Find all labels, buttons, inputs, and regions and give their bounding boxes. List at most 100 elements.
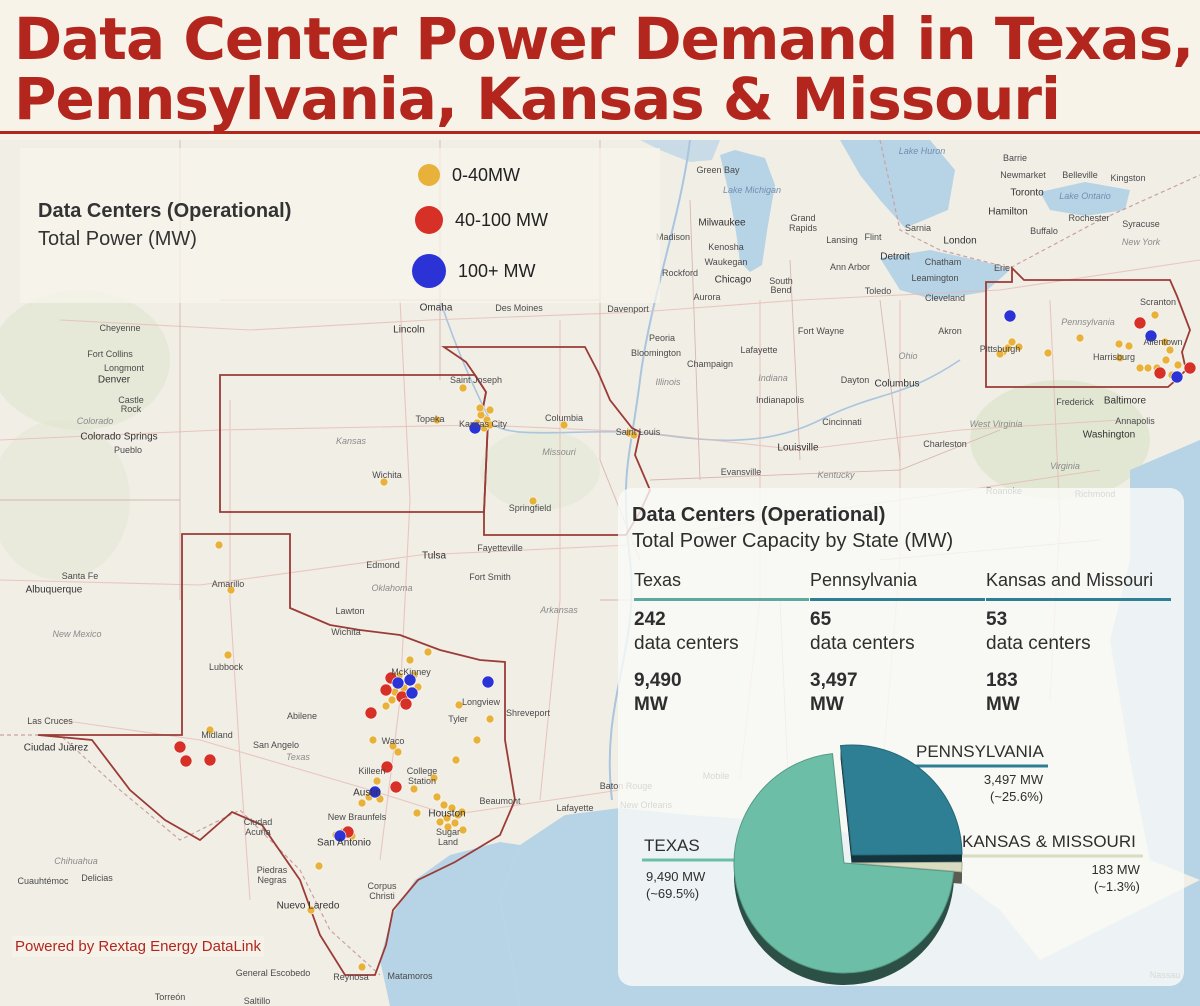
data-center-marker[interactable] bbox=[1183, 361, 1197, 375]
data-center-marker[interactable] bbox=[173, 740, 187, 754]
place-label: South bbox=[769, 276, 793, 286]
data-center-marker[interactable] bbox=[391, 676, 405, 690]
data-center-marker[interactable] bbox=[357, 962, 367, 972]
data-center-marker[interactable] bbox=[333, 829, 347, 843]
data-center-marker[interactable] bbox=[1173, 360, 1183, 370]
data-center-marker[interactable] bbox=[429, 773, 439, 783]
place-label: Kansas bbox=[335, 436, 367, 446]
data-center-marker[interactable] bbox=[405, 655, 415, 665]
data-center-marker[interactable] bbox=[442, 813, 452, 823]
data-center-marker[interactable] bbox=[457, 807, 467, 817]
data-center-marker[interactable] bbox=[368, 785, 382, 799]
data-center-marker[interactable] bbox=[381, 701, 391, 711]
data-center-marker[interactable] bbox=[368, 735, 378, 745]
data-center-marker[interactable] bbox=[468, 421, 482, 435]
data-center-marker[interactable] bbox=[435, 817, 445, 827]
place-label: San Angelo bbox=[252, 740, 300, 750]
data-center-marker[interactable] bbox=[443, 822, 453, 832]
pie-value-kansas-missouri: 183 MW (~1.3%) bbox=[1086, 861, 1139, 895]
legend-dot-large-icon bbox=[412, 254, 446, 288]
pie-slice-kansas-missouri[interactable] bbox=[851, 861, 963, 873]
data-center-marker[interactable] bbox=[399, 697, 413, 711]
data-center-marker[interactable] bbox=[423, 647, 433, 657]
data-center-marker[interactable] bbox=[485, 420, 495, 430]
data-center-marker[interactable] bbox=[458, 825, 468, 835]
place-label: Pueblo bbox=[113, 445, 143, 455]
data-center-marker[interactable] bbox=[203, 753, 217, 767]
data-center-marker[interactable] bbox=[1161, 355, 1171, 365]
data-center-marker[interactable] bbox=[1170, 370, 1184, 384]
state-power: 3,497 MW bbox=[810, 669, 985, 717]
data-center-marker[interactable] bbox=[559, 420, 569, 430]
data-center-marker[interactable] bbox=[226, 585, 236, 595]
data-center-marker[interactable] bbox=[1003, 343, 1013, 353]
data-center-marker[interactable] bbox=[387, 695, 397, 705]
data-center-marker[interactable] bbox=[995, 349, 1005, 359]
data-center-marker[interactable] bbox=[357, 798, 367, 808]
data-center-marker[interactable] bbox=[379, 477, 389, 487]
legend-title: Data Centers (Operational) bbox=[38, 200, 292, 222]
data-center-marker[interactable] bbox=[389, 780, 403, 794]
data-center-marker[interactable] bbox=[314, 861, 324, 871]
data-center-marker[interactable] bbox=[379, 683, 393, 697]
page-title-line1: Data Center Power Demand in Texas, bbox=[14, 5, 1194, 73]
data-center-marker[interactable] bbox=[364, 706, 378, 720]
data-center-marker[interactable] bbox=[481, 675, 495, 689]
place-label: Springfield bbox=[508, 503, 552, 513]
data-center-marker[interactable] bbox=[372, 776, 382, 786]
data-center-marker[interactable] bbox=[1133, 316, 1147, 330]
data-center-marker[interactable] bbox=[454, 700, 464, 710]
data-center-marker[interactable] bbox=[432, 415, 442, 425]
data-center-marker[interactable] bbox=[1114, 339, 1124, 349]
data-center-marker[interactable] bbox=[1007, 337, 1017, 347]
data-center-marker[interactable] bbox=[1143, 363, 1153, 373]
place-label: Des Moines bbox=[495, 303, 543, 313]
data-center-marker[interactable] bbox=[405, 686, 419, 700]
place-label: Detroit bbox=[880, 251, 910, 263]
data-center-marker[interactable] bbox=[380, 760, 394, 774]
pie-slice-pennsylvania[interactable] bbox=[839, 744, 963, 856]
stats-panel: Data Centers (Operational) Total Power C… bbox=[618, 488, 1184, 986]
data-center-marker[interactable] bbox=[629, 430, 639, 440]
data-center-marker[interactable] bbox=[447, 803, 457, 813]
data-center-marker[interactable] bbox=[439, 800, 449, 810]
data-center-marker[interactable] bbox=[485, 714, 495, 724]
data-center-marker[interactable] bbox=[409, 784, 419, 794]
data-center-marker[interactable] bbox=[1043, 348, 1053, 358]
legend-dot-small-icon bbox=[418, 164, 440, 186]
data-center-marker[interactable] bbox=[1150, 310, 1160, 320]
data-center-marker[interactable] bbox=[458, 383, 468, 393]
data-center-marker[interactable] bbox=[1160, 337, 1170, 347]
data-center-marker[interactable] bbox=[403, 673, 417, 687]
data-center-marker[interactable] bbox=[528, 496, 538, 506]
state-power: 183 MW bbox=[986, 669, 1171, 717]
pie-slice-texas[interactable] bbox=[733, 753, 955, 974]
data-center-marker[interactable] bbox=[412, 808, 422, 818]
data-center-marker[interactable] bbox=[393, 747, 403, 757]
data-center-marker[interactable] bbox=[475, 403, 485, 413]
credit-line[interactable]: Powered by Rextag Energy DataLink bbox=[12, 936, 264, 957]
data-center-marker[interactable] bbox=[472, 735, 482, 745]
data-center-marker[interactable] bbox=[1144, 329, 1158, 343]
data-center-marker[interactable] bbox=[1075, 333, 1085, 343]
data-center-marker[interactable] bbox=[485, 405, 495, 415]
data-center-marker[interactable] bbox=[1124, 341, 1134, 351]
data-center-marker[interactable] bbox=[1135, 363, 1145, 373]
data-center-marker[interactable] bbox=[432, 792, 442, 802]
data-center-marker[interactable] bbox=[223, 650, 233, 660]
data-center-marker[interactable] bbox=[205, 725, 215, 735]
data-center-marker[interactable] bbox=[306, 905, 316, 915]
data-center-marker[interactable] bbox=[450, 818, 460, 828]
place-label: Corpus bbox=[367, 881, 397, 891]
data-center-marker[interactable] bbox=[1014, 342, 1024, 352]
place-label: Madison bbox=[655, 232, 691, 242]
data-center-marker[interactable] bbox=[451, 755, 461, 765]
data-center-marker[interactable] bbox=[388, 741, 398, 751]
data-center-marker[interactable] bbox=[179, 754, 193, 768]
data-center-marker[interactable] bbox=[1003, 309, 1017, 323]
place-label: Acuña bbox=[245, 827, 271, 837]
data-center-marker[interactable] bbox=[214, 540, 224, 550]
data-center-marker[interactable] bbox=[1153, 366, 1167, 380]
data-center-marker[interactable] bbox=[1165, 345, 1175, 355]
data-center-marker[interactable] bbox=[1115, 353, 1125, 363]
